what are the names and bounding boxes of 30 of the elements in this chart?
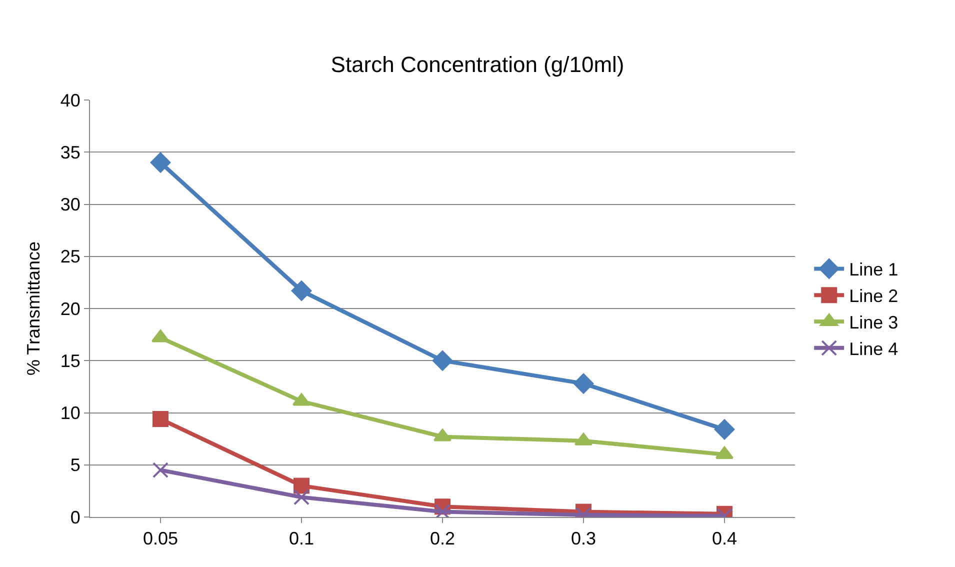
x-tick-label: 0.4 <box>712 528 738 549</box>
point <box>714 419 735 440</box>
legend-label: Line 3 <box>849 312 898 333</box>
legend-label: Line 2 <box>849 286 898 306</box>
y-tick-label: 0 <box>70 507 80 528</box>
x-tick-label: 0.2 <box>430 528 456 549</box>
y-tick-label: 40 <box>60 90 80 110</box>
point <box>150 152 171 173</box>
point <box>291 280 312 301</box>
point <box>573 373 594 394</box>
chart-title: Starch Concentration (g/10ml) <box>330 52 624 78</box>
x-tick-label: 0.1 <box>288 528 314 549</box>
point <box>432 350 453 371</box>
legend-label: Line 1 <box>849 260 898 280</box>
y-axis-title: % Transmittance <box>24 241 44 376</box>
x-tick-label: 0.05 <box>142 528 178 549</box>
point <box>294 478 310 494</box>
y-tick-label: 5 <box>70 455 80 476</box>
y-tick-label: 20 <box>60 298 80 319</box>
y-tick-label: 10 <box>60 403 80 424</box>
point <box>294 489 310 506</box>
y-tick-label: 15 <box>60 350 80 371</box>
y-tick-label: 35 <box>60 142 80 162</box>
point <box>152 411 168 428</box>
point <box>434 504 450 517</box>
x-tick-label: 0.3 <box>570 528 596 549</box>
point <box>152 462 168 478</box>
y-tick-label: 25 <box>60 246 80 267</box>
y-tick-label: 30 <box>60 194 80 215</box>
legend-label: Line 4 <box>849 338 898 359</box>
